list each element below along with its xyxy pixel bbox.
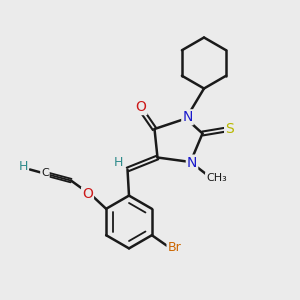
Text: Br: Br	[167, 241, 181, 254]
Text: N: N	[187, 156, 197, 170]
Text: CH₃: CH₃	[206, 173, 227, 183]
Text: N: N	[182, 110, 193, 124]
Text: C: C	[41, 167, 49, 178]
Text: O: O	[136, 100, 146, 114]
Text: S: S	[225, 122, 234, 136]
Text: H: H	[19, 160, 28, 173]
Text: H: H	[114, 156, 123, 170]
Text: O: O	[82, 188, 93, 201]
